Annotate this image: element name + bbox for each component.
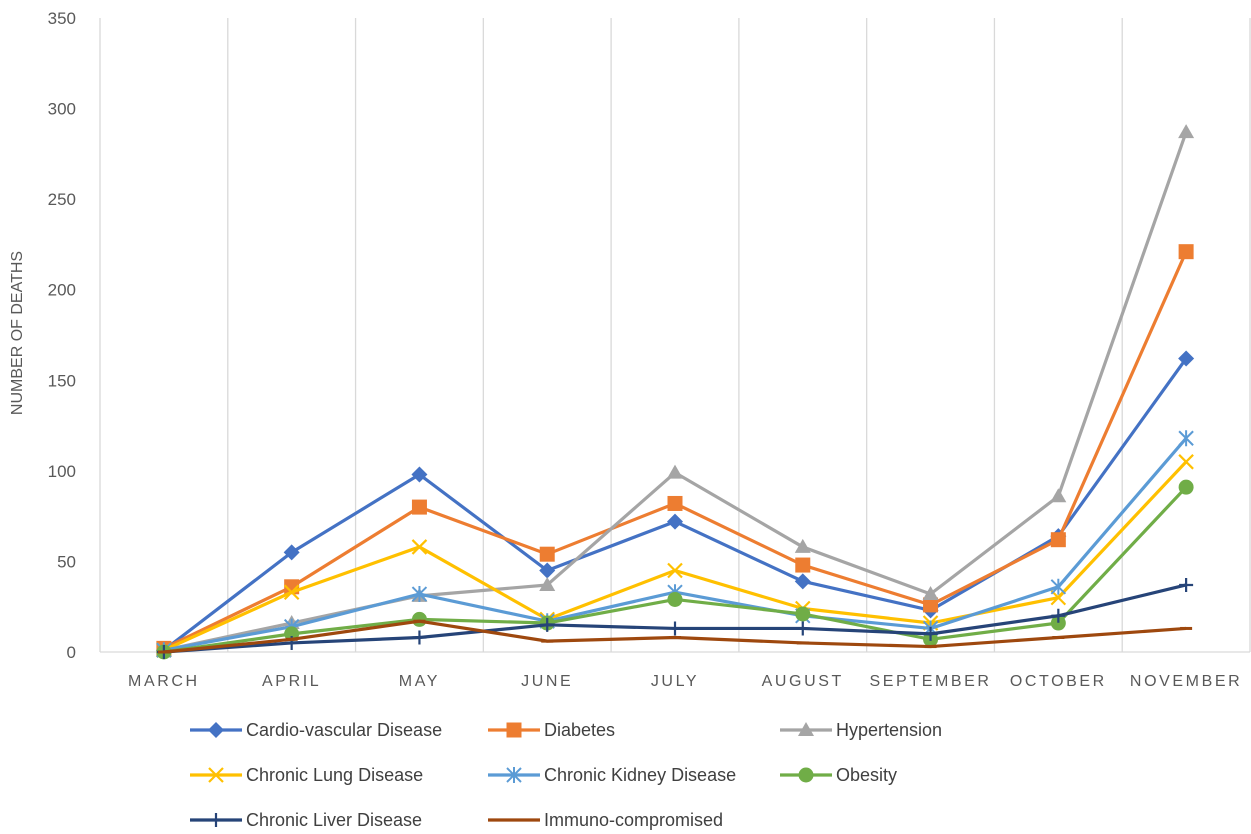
legend-marker xyxy=(209,813,223,827)
x-tick-label: SEPTEMBER xyxy=(870,673,992,690)
data-point xyxy=(539,546,555,562)
data-point xyxy=(540,617,555,632)
x-tick-label: AUGUST xyxy=(762,673,844,690)
data-point xyxy=(1050,488,1067,503)
x-tick-label: MARCH xyxy=(128,673,200,690)
gridlines xyxy=(99,18,1251,652)
data-point xyxy=(922,586,939,601)
y-tick-label: 50 xyxy=(57,552,76,571)
y-tick-label: 200 xyxy=(48,281,76,300)
data-point xyxy=(668,621,682,636)
data-point xyxy=(539,576,556,591)
data-point xyxy=(923,626,938,641)
legend-item: Obesity xyxy=(780,765,897,785)
data-point xyxy=(1178,124,1195,139)
x-tick-label: JULY xyxy=(651,673,699,690)
legend-item: Chronic Kidney Disease xyxy=(488,765,736,785)
data-point xyxy=(1179,577,1194,592)
legend-marker xyxy=(208,767,224,783)
data-point xyxy=(795,621,810,636)
legend-label: Chronic Kidney Disease xyxy=(544,765,736,785)
data-point xyxy=(794,538,811,553)
x-tick-label: OCTOBER xyxy=(1010,673,1107,690)
data-point xyxy=(411,611,427,627)
data-point xyxy=(1051,608,1066,623)
x-tick-label: NOVEMBER xyxy=(1130,673,1242,690)
legend-item: Cardio-vascular Disease xyxy=(190,720,442,740)
series-7 xyxy=(157,619,1193,654)
data-point xyxy=(667,513,683,530)
data-point xyxy=(411,586,428,603)
data-point xyxy=(1178,244,1194,260)
legend-marker xyxy=(798,767,814,783)
legend-label: Chronic Lung Disease xyxy=(246,765,423,785)
data-point xyxy=(795,606,811,622)
legend-item: Hypertension xyxy=(780,720,942,740)
legend-item: Chronic Liver Disease xyxy=(190,810,422,830)
data-point xyxy=(411,499,427,515)
data-point xyxy=(667,495,683,511)
legend-label: Hypertension xyxy=(836,720,942,740)
y-tick-label: 100 xyxy=(48,462,76,481)
x-tick-label: APRIL xyxy=(262,673,321,690)
axes: 0 50 100 150 200 250 300 350 MARCH APRIL MAY JUNE JU… xyxy=(48,9,1250,690)
data-point xyxy=(1050,578,1067,595)
data-point xyxy=(667,562,683,579)
data-point xyxy=(794,573,811,590)
data-point xyxy=(411,466,428,483)
data-point xyxy=(667,591,683,607)
legend-label: Cardio-vascular Disease xyxy=(246,720,442,740)
legend-label: Chronic Liver Disease xyxy=(246,810,422,830)
data-point xyxy=(411,539,428,555)
data-point xyxy=(412,630,427,645)
legend-label: Diabetes xyxy=(544,720,615,740)
data-point xyxy=(1178,454,1194,470)
legend-marker xyxy=(798,722,814,736)
series-2 xyxy=(155,124,1195,657)
legend-label: Immuno-compromised xyxy=(544,810,723,830)
legend-item: Immuno-compromised xyxy=(488,810,723,830)
legend-label: Obesity xyxy=(836,765,897,785)
legend-item: Diabetes xyxy=(488,720,615,740)
legend-marker xyxy=(208,722,224,738)
data-point xyxy=(667,464,683,479)
data-point xyxy=(923,597,939,613)
data-point xyxy=(1050,589,1067,606)
legend-marker xyxy=(506,767,522,783)
data-point xyxy=(795,557,811,573)
y-tick-label: 0 xyxy=(67,643,76,662)
x-tick-label: MAY xyxy=(399,673,440,690)
data-point xyxy=(1178,430,1194,447)
y-axis-title: NUMBER OF DEATHS xyxy=(9,251,26,415)
y-tick-label: 250 xyxy=(48,190,76,209)
data-point xyxy=(539,562,556,579)
data-point xyxy=(1178,350,1195,367)
y-tick-label: 350 xyxy=(48,9,76,28)
data-point xyxy=(1178,479,1194,495)
legend-item: Chronic Lung Disease xyxy=(190,765,423,785)
data-point xyxy=(283,544,300,561)
legend-marker xyxy=(506,722,522,738)
legend: Cardio-vascular Disease Diabetes Hypertens… xyxy=(190,720,942,830)
data-point xyxy=(1050,615,1066,631)
y-tick-label: 300 xyxy=(48,100,76,119)
data-point xyxy=(1050,532,1066,548)
series-lines xyxy=(155,124,1195,660)
data-point xyxy=(283,584,300,601)
x-tick-label: JUNE xyxy=(521,673,573,690)
y-tick-label: 150 xyxy=(48,371,76,390)
